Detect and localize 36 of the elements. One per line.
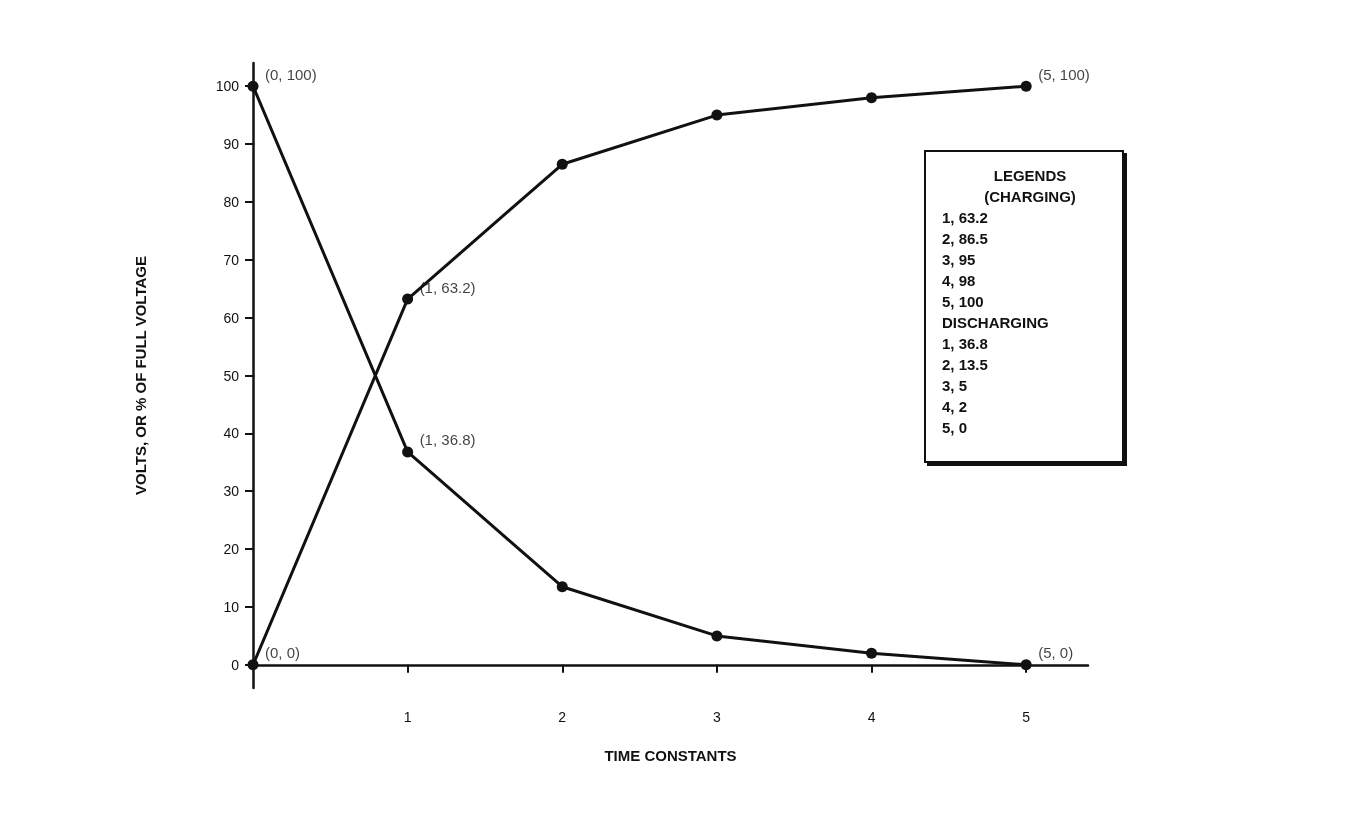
y-tick-label: 0 [231, 656, 240, 673]
annotation: 2, 13.5 [942, 356, 988, 373]
x-tick-label: 5 [1022, 709, 1031, 725]
annotation: (0, 100) [265, 65, 317, 83]
y-tick-label: 30 [223, 483, 240, 500]
y-tick-label: 90 [223, 136, 240, 153]
x-tick-label: 3 [712, 709, 721, 725]
y-tick-label: 20 [223, 541, 240, 558]
y-tick-label: 80 [223, 193, 240, 210]
x-tick-label: 2 [558, 709, 567, 725]
y-tick-label: 60 [223, 309, 240, 326]
x-tick-label: 1 [403, 709, 412, 725]
annotation: 5, 0 [942, 419, 968, 436]
annotation: 4, 2 [942, 398, 968, 415]
annotation: 5, 100 [942, 293, 984, 310]
y-tick-label: 10 [223, 598, 240, 615]
y-tick-label: 100 [215, 78, 240, 95]
x-axis-title: TIME CONSTANTS [604, 747, 737, 764]
annotation: (5, 100) [1038, 65, 1090, 83]
annotation: LEGENDS [993, 167, 1067, 184]
annotation: (5, 0) [1038, 644, 1074, 662]
annotation: 4, 98 [942, 272, 976, 289]
x-tick-label: 4 [867, 709, 876, 725]
annotation: (1, 36.8) [419, 431, 476, 449]
annotation: (CHARGING) [984, 188, 1076, 205]
annotation: DISCHARGING [942, 314, 1049, 331]
annotation: 1, 63.2 [942, 209, 988, 226]
annotation: (0, 0) [265, 644, 301, 662]
y-tick-label: 70 [223, 251, 240, 268]
annotation: 3, 95 [942, 251, 976, 268]
annotation: 2, 86.5 [942, 230, 988, 247]
y-axis-title: VOLTS, OR % OF FULL VOLTAGE [132, 256, 149, 495]
annotation: 1, 36.8 [942, 335, 988, 352]
annotation: 3, 5 [942, 377, 968, 394]
y-tick-label: 40 [223, 425, 240, 442]
y-tick-label: 50 [223, 367, 240, 384]
